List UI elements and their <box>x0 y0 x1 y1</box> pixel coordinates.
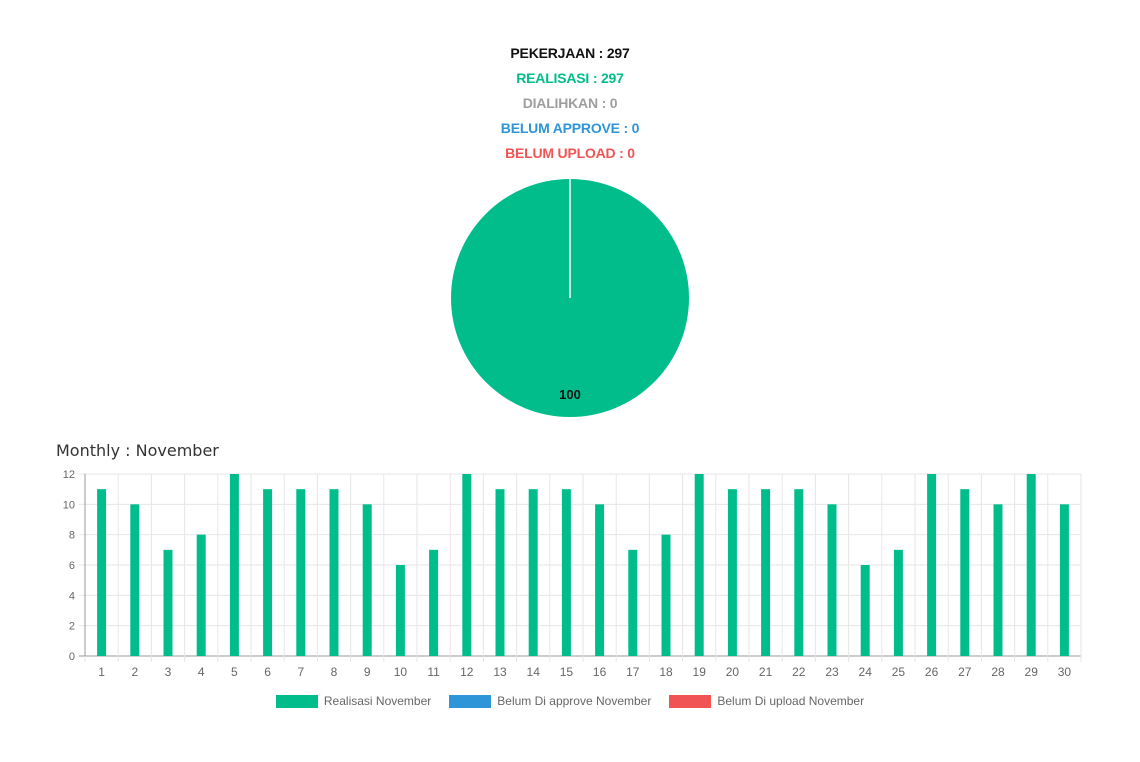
x-tick-label: 30 <box>1058 665 1072 679</box>
realisasi-total: REALISASI : 297 <box>516 70 624 86</box>
legend-label-belum-upload: Belum Di upload November <box>717 694 865 708</box>
legend-item-realisasi[interactable]: Realisasi November <box>275 694 432 708</box>
x-tick-label: 20 <box>726 665 740 679</box>
legend-item-belum-upload[interactable]: Belum Di upload November <box>669 694 864 708</box>
x-tick-label: 13 <box>493 665 507 679</box>
bar <box>694 474 704 656</box>
legend-label-belum-approve: Belum Di approve November <box>497 694 652 708</box>
bar <box>960 489 970 656</box>
x-tick-label: 4 <box>198 665 205 679</box>
x-tick-label: 12 <box>460 665 474 679</box>
bar <box>727 489 737 656</box>
x-tick-label: 6 <box>264 665 271 679</box>
bar <box>661 534 671 656</box>
bar <box>130 504 140 656</box>
x-tick-label: 5 <box>231 665 238 679</box>
bar <box>395 565 405 656</box>
bar <box>362 504 372 656</box>
x-tick-label: 17 <box>626 665 640 679</box>
x-tick-label: 1 <box>98 665 105 679</box>
y-tick-label: 10 <box>63 499 75 511</box>
pie-chart: 100 <box>451 179 689 417</box>
bar <box>296 489 306 656</box>
x-tick-label: 14 <box>527 665 541 679</box>
bar <box>163 549 173 656</box>
y-tick-label: 4 <box>69 590 75 602</box>
legend-swatch-realisasi <box>275 694 318 708</box>
summary-panel: PEKERJAAN : 297 REALISASI : 297 DIALIHKA… <box>0 42 1140 167</box>
bar <box>561 489 571 656</box>
x-tick-label: 19 <box>693 665 707 679</box>
legend-item-belum-approve[interactable]: Belum Di approve November <box>449 694 651 708</box>
x-tick-label: 9 <box>364 665 371 679</box>
y-tick-label: 12 <box>63 469 75 481</box>
x-tick-label: 21 <box>759 665 773 679</box>
chart-legend: Realisasi November Belum Di approve Nove… <box>0 694 1140 708</box>
legend-swatch-belum-upload <box>669 694 712 708</box>
x-tick-label: 15 <box>560 665 574 679</box>
x-tick-label: 7 <box>297 665 304 679</box>
bar <box>927 474 937 656</box>
bar <box>1059 504 1069 656</box>
x-tick-label: 26 <box>925 665 939 679</box>
bar <box>495 489 505 656</box>
x-tick-label: 11 <box>427 665 440 679</box>
y-tick-label: 6 <box>69 560 75 572</box>
legend-label-realisasi: Realisasi November <box>323 694 432 708</box>
bar <box>794 489 804 656</box>
x-tick-label: 2 <box>131 665 138 679</box>
bar <box>263 489 273 656</box>
x-tick-label: 10 <box>394 665 408 679</box>
bar <box>97 489 107 656</box>
bar <box>429 549 439 656</box>
bar <box>595 504 605 656</box>
x-tick-label: 27 <box>958 665 972 679</box>
belum-upload-total: BELUM UPLOAD : 0 <box>505 145 635 161</box>
x-tick-label: 22 <box>792 665 806 679</box>
x-tick-label: 8 <box>331 665 338 679</box>
bar <box>196 534 206 656</box>
bar <box>993 504 1003 656</box>
legend-swatch-belum-approve <box>449 694 492 708</box>
x-tick-label: 25 <box>892 665 906 679</box>
bar <box>1026 474 1036 656</box>
x-tick-label: 16 <box>593 665 607 679</box>
y-tick-label: 0 <box>69 651 75 663</box>
monthly-chart-title: Monthly : November <box>56 441 219 460</box>
x-tick-label: 18 <box>659 665 673 679</box>
bar <box>860 565 870 656</box>
belum-approve-total: BELUM APPROVE : 0 <box>500 120 640 136</box>
bar <box>893 549 903 656</box>
bar <box>329 489 339 656</box>
x-tick-label: 28 <box>991 665 1005 679</box>
x-tick-label: 29 <box>1025 665 1039 679</box>
bar <box>761 489 771 656</box>
bar <box>229 474 239 656</box>
bar <box>628 549 638 656</box>
bar <box>528 489 538 656</box>
x-tick-label: 23 <box>825 665 839 679</box>
bar <box>827 504 837 656</box>
pekerjaan-total: PEKERJAAN : 297 <box>510 45 630 61</box>
x-tick-label: 3 <box>165 665 172 679</box>
pie-data-label: 100 <box>559 387 581 402</box>
y-tick-label: 2 <box>69 621 75 633</box>
dialihkan-total: DIALIHKAN : 0 <box>522 95 618 111</box>
x-tick-label: 24 <box>859 665 873 679</box>
bar <box>462 474 472 656</box>
y-tick-label: 8 <box>69 530 75 542</box>
